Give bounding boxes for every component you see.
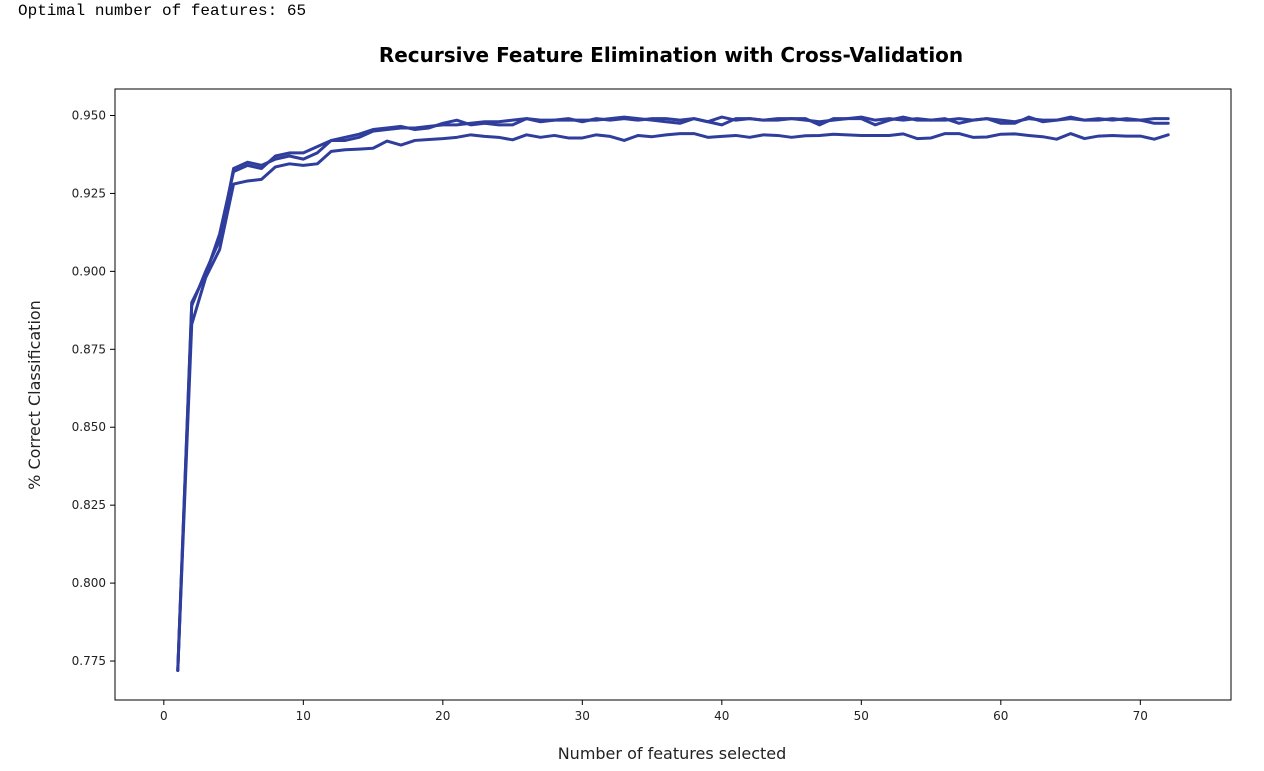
- x-axis-label: Number of features selected: [558, 744, 787, 763]
- x-tick-label: 40: [714, 709, 729, 723]
- y-tick-label: 0.800: [72, 576, 106, 590]
- cv-series-line-3: [176, 132, 1170, 672]
- cv-series-line-1: [176, 115, 1170, 672]
- x-tick-label: 50: [854, 709, 869, 723]
- plot-area-frame: [114, 88, 1232, 701]
- y-axis-label: % Correct Classification: [25, 300, 44, 490]
- y-tick-label: 0.900: [72, 264, 106, 278]
- y-tick-label: 0.950: [72, 108, 106, 122]
- x-tick-label: 0: [160, 709, 168, 723]
- chart-title: Recursive Feature Elimination with Cross…: [379, 43, 963, 67]
- y-tick-label: 0.875: [72, 342, 106, 356]
- x-tick-label: 60: [993, 709, 1008, 723]
- y-tick-label: 0.925: [72, 186, 106, 200]
- x-tick-label: 10: [296, 709, 311, 723]
- x-tick-label: 20: [435, 709, 450, 723]
- y-axis-ticks: 0.775 0.800 0.825 0.850 0.875 0.900 0.925 0.950: [72, 108, 115, 668]
- console-output-text: Optimal number of features: 65: [18, 2, 307, 20]
- y-tick-label: 0.825: [72, 498, 106, 512]
- y-tick-label: 0.775: [72, 654, 106, 668]
- x-axis-ticks: 0 10 20 30 40 50 60 70: [160, 700, 1148, 723]
- series-group: [176, 115, 1170, 672]
- cv-series-line-2: [176, 115, 1170, 672]
- x-tick-label: 30: [575, 709, 590, 723]
- y-tick-label: 0.850: [72, 420, 106, 434]
- x-tick-label: 70: [1133, 709, 1148, 723]
